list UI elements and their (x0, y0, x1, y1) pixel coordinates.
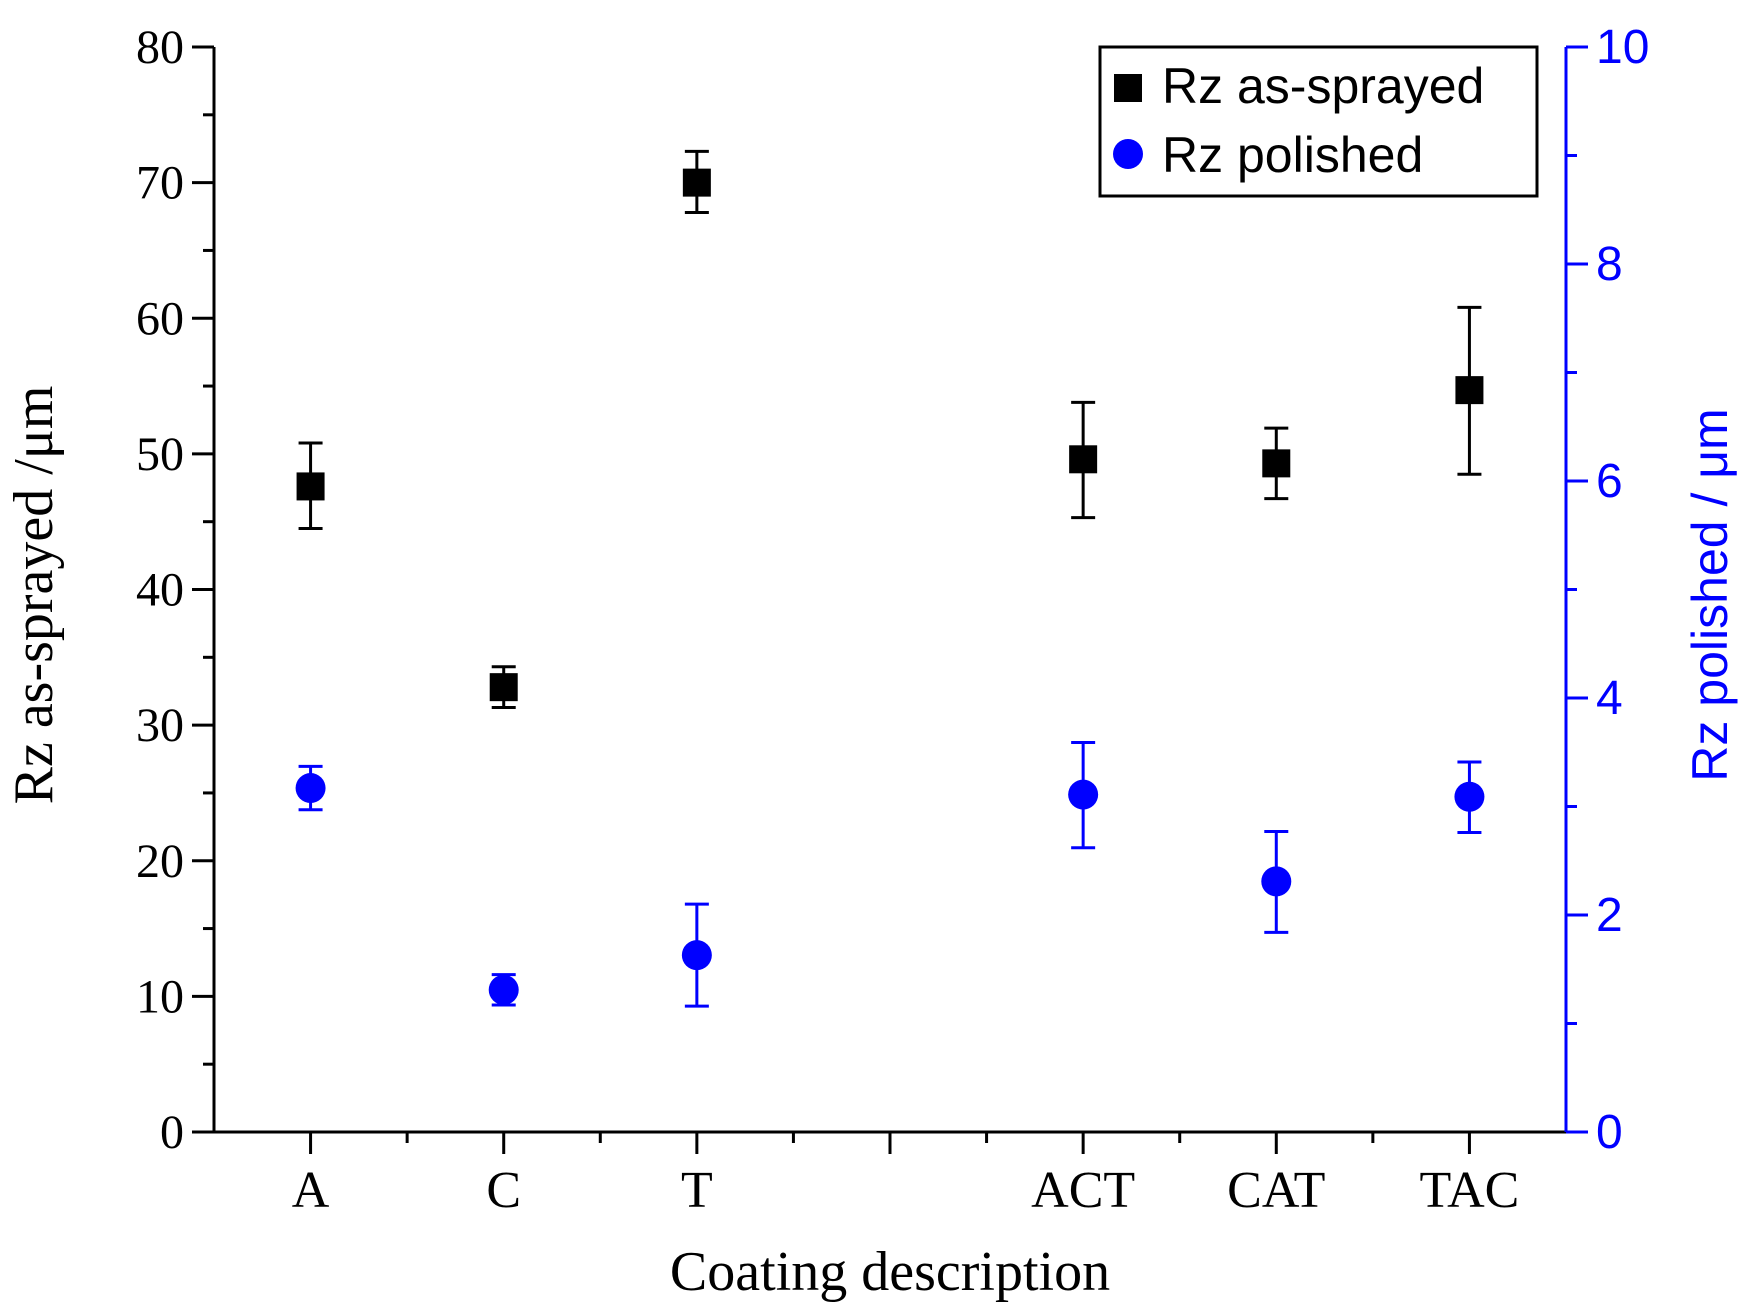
legend-box (1098, 45, 1539, 198)
point-polished (1454, 781, 1485, 812)
plot-area (295, 149, 1485, 1008)
legend-marker-as-sprayed (1114, 74, 1142, 102)
point-polished (681, 940, 712, 971)
y-right-tick-label: 10 (1596, 21, 1649, 74)
point-polished (1068, 779, 1099, 810)
point-polished (488, 974, 519, 1005)
legend-label-as-sprayed: Rz as-sprayed (1162, 58, 1484, 114)
x-tick-label: TAC (1420, 1162, 1520, 1219)
point-as-sprayed (1262, 449, 1291, 478)
point-polished (295, 773, 326, 804)
x-tick-label: CAT (1227, 1162, 1325, 1219)
x-tick-label: T (681, 1162, 713, 1219)
y-right-tick-label: 2 (1596, 889, 1623, 942)
x-tick-label: A (292, 1162, 330, 1219)
y-left-tick-label: 20 (136, 835, 184, 888)
y-left-tick-label: 60 (136, 292, 184, 345)
y-left-tick-label: 30 (136, 699, 184, 752)
y-left-tick-label: 40 (136, 564, 184, 617)
y-right-tick-label: 4 (1596, 672, 1623, 725)
y-left-tick-label: 0 (160, 1106, 184, 1159)
point-as-sprayed (682, 168, 711, 197)
legend-label-polished: Rz polished (1162, 127, 1423, 183)
x-tick-label: ACT (1031, 1162, 1135, 1219)
point-as-sprayed (1069, 445, 1098, 474)
legend: Rz as-sprayed Rz polished (1098, 45, 1539, 198)
x-tick-label: C (486, 1162, 521, 1219)
legend-marker-polished (1113, 139, 1143, 169)
point-polished (1261, 866, 1292, 897)
x-axis-label: Coating description (670, 1241, 1110, 1303)
point-as-sprayed (296, 472, 325, 501)
y-right-tick-label: 8 (1596, 238, 1623, 291)
point-as-sprayed (489, 673, 518, 702)
y-left-tick-label: 70 (136, 157, 184, 210)
y-axis-left-label: Rz as-sprayed /μm (3, 386, 65, 805)
y-right-tick-label: 0 (1596, 1106, 1623, 1159)
y-left-tick-label: 10 (136, 970, 184, 1023)
y-right-tick-label: 6 (1596, 455, 1623, 508)
y-left-tick-label: 80 (136, 21, 184, 74)
y-left-tick-label: 50 (136, 428, 184, 481)
point-as-sprayed (1455, 376, 1484, 405)
y-axis-right-label: Rz polished / μm (1682, 408, 1738, 781)
